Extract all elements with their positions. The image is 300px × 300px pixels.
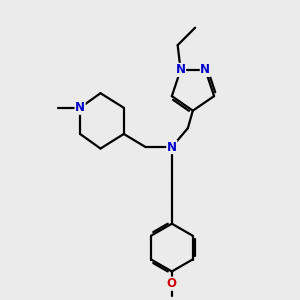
Text: N: N [75, 101, 85, 114]
Text: N: N [200, 63, 210, 76]
Text: N: N [167, 141, 177, 154]
Text: N: N [176, 63, 186, 76]
Text: O: O [167, 277, 177, 290]
